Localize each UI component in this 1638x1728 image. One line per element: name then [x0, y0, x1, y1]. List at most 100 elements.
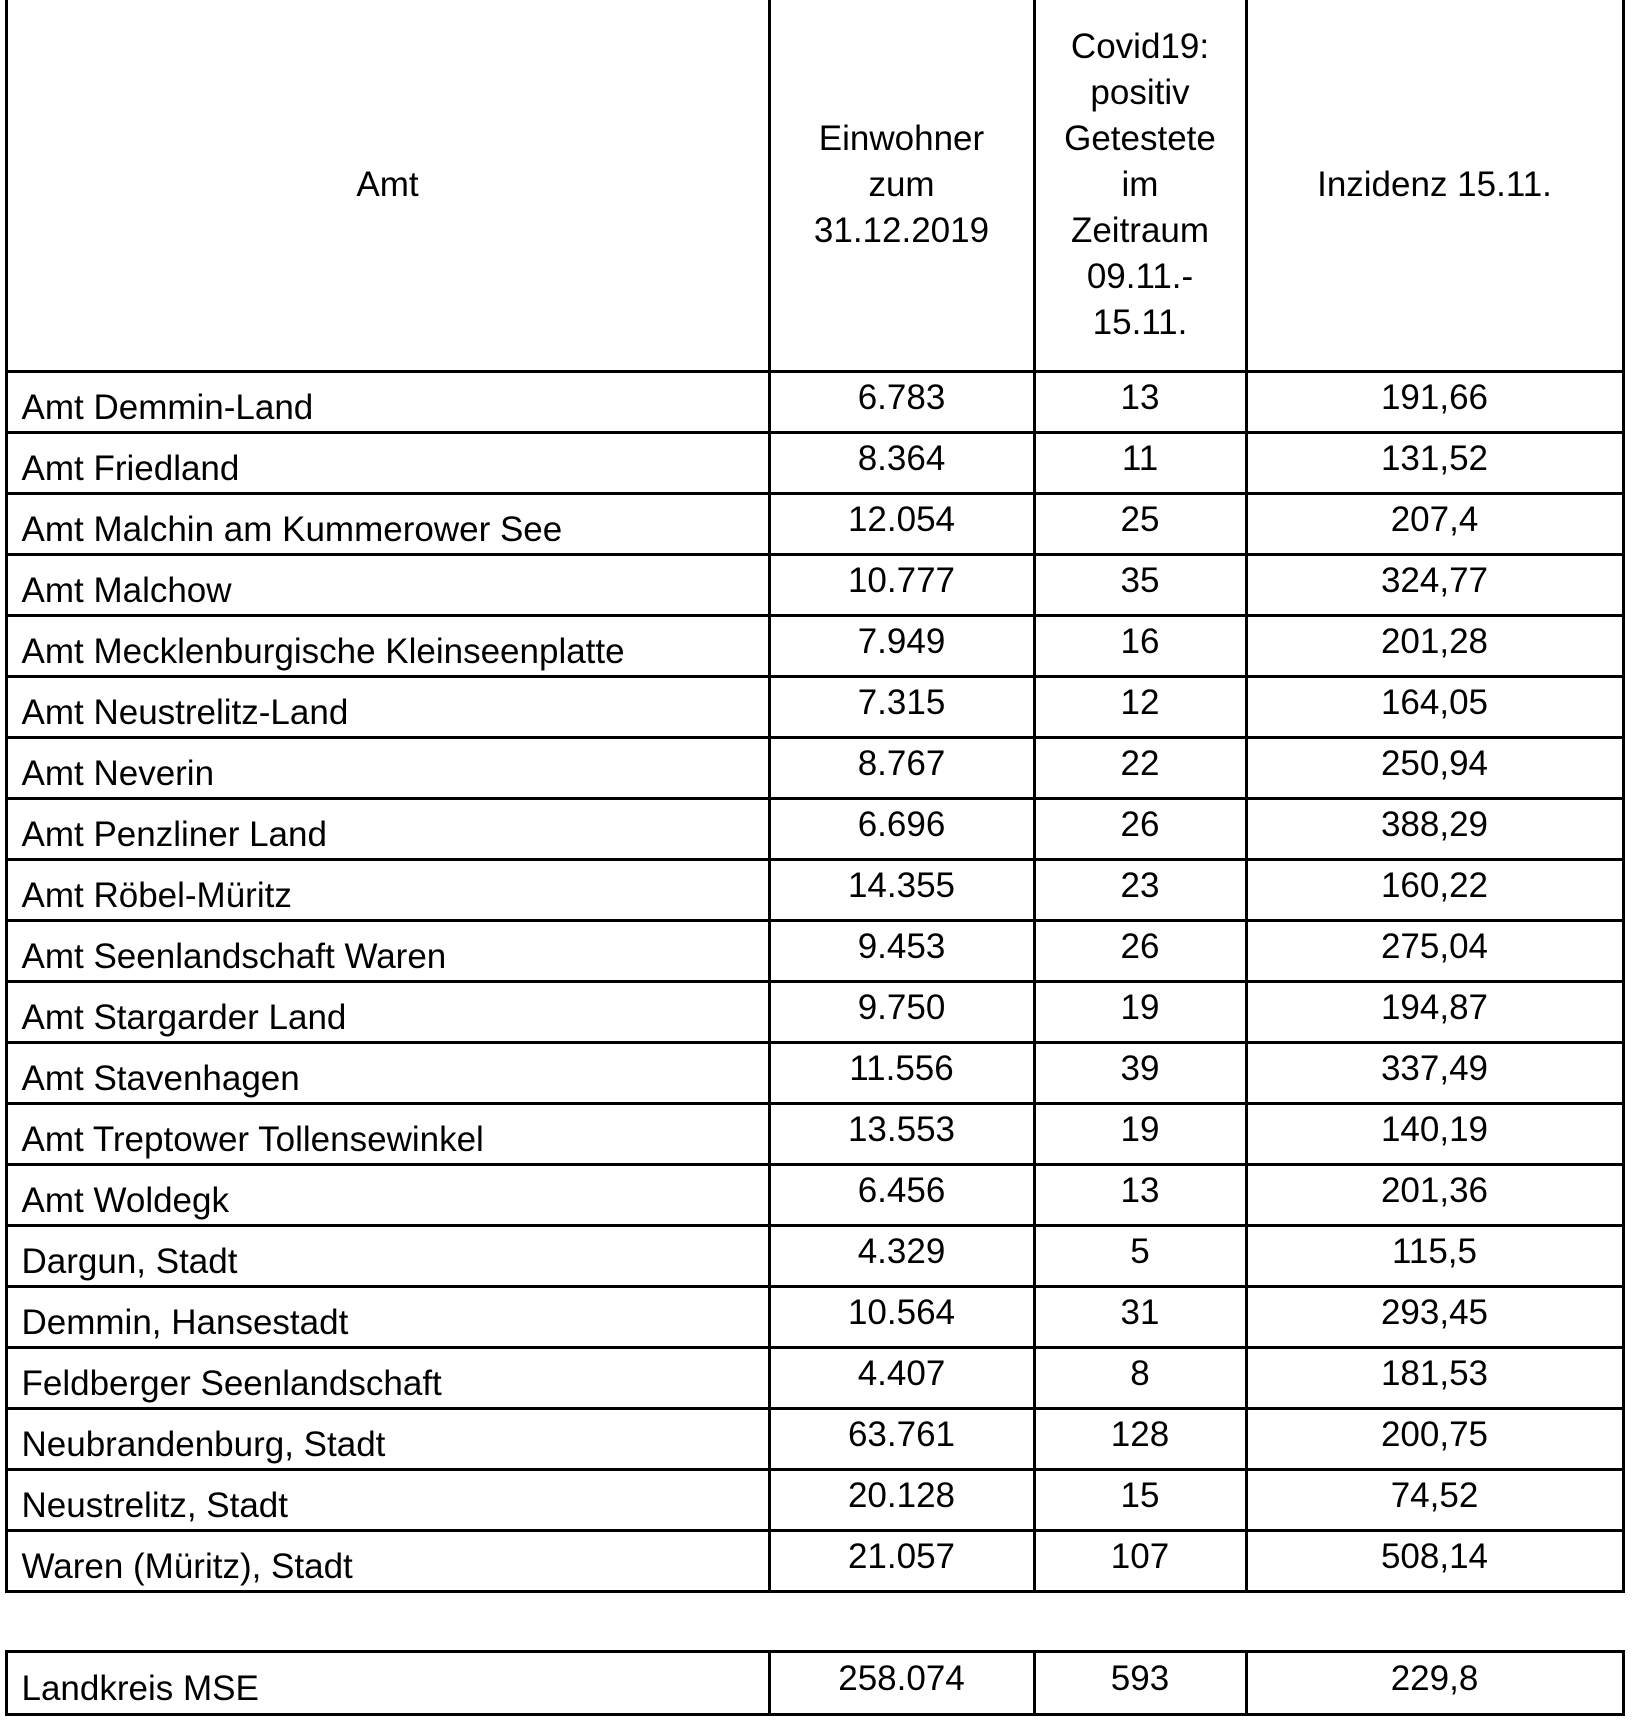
row-value: 388,29	[1244, 796, 1625, 861]
row-value: 23	[1032, 857, 1248, 922]
row-value: 131,52	[1244, 430, 1625, 495]
row-value: 26	[1032, 918, 1248, 983]
row-label: Amt Penzliner Land	[4, 796, 771, 861]
row-value: 14.355	[767, 857, 1036, 922]
row-value: 9.750	[767, 979, 1036, 1044]
row-value: 15	[1032, 1467, 1248, 1532]
row-value: 207,4	[1244, 491, 1625, 556]
row-label: Amt Röbel-Müritz	[4, 857, 771, 922]
row-value: 21.057	[767, 1528, 1036, 1593]
row-label: Amt Stavenhagen	[4, 1040, 771, 1105]
row-value: 8	[1032, 1345, 1248, 1410]
row-value: 10.564	[767, 1284, 1036, 1349]
row-value: 10.777	[767, 552, 1036, 617]
row-value: 12	[1032, 674, 1248, 739]
row-label: Amt Demmin-Land	[4, 369, 771, 434]
row-value: 25	[1032, 491, 1248, 556]
row-value: 4.329	[767, 1223, 1036, 1288]
row-value: 63.761	[767, 1406, 1036, 1471]
row-value: 5	[1032, 1223, 1248, 1288]
row-value: 6.456	[767, 1162, 1036, 1227]
row-value: 201,28	[1244, 613, 1625, 678]
header-cell: Inzidenz 15.11.	[1244, 0, 1625, 373]
row-label: Amt Seenlandschaft Waren	[4, 918, 771, 983]
row-value: 9.453	[767, 918, 1036, 983]
row-value: 6.696	[767, 796, 1036, 861]
row-value: 337,49	[1244, 1040, 1625, 1105]
row-value: 7.315	[767, 674, 1036, 739]
row-value: 16	[1032, 613, 1248, 678]
row-value: 140,19	[1244, 1101, 1625, 1166]
row-value: 20.128	[767, 1467, 1036, 1532]
row-value: 293,45	[1244, 1284, 1625, 1349]
row-value: 26	[1032, 796, 1248, 861]
row-label: Waren (Müritz), Stadt	[4, 1528, 771, 1593]
row-value: 160,22	[1244, 857, 1625, 922]
row-label: Amt Mecklenburgische Kleinseenplatte	[4, 613, 771, 678]
header-line: zum	[868, 164, 935, 204]
row-value: 200,75	[1244, 1406, 1625, 1471]
row-label: Amt Malchin am Kummerower See	[4, 491, 771, 556]
row-label: Dargun, Stadt	[4, 1223, 771, 1288]
row-value: 8.767	[767, 735, 1036, 800]
row-value: 12.054	[767, 491, 1036, 556]
row-value: 13	[1032, 1162, 1248, 1227]
row-label: Amt Neustrelitz-Land	[4, 674, 771, 739]
row-value: 19	[1032, 1101, 1248, 1166]
header-line: Amt	[356, 164, 419, 204]
row-value: 13	[1032, 369, 1248, 434]
row-value: 229,8	[1244, 1649, 1625, 1716]
row-value: 11.556	[767, 1040, 1036, 1105]
row-value: 593	[1032, 1649, 1248, 1716]
row-value: 258.074	[767, 1649, 1036, 1716]
header-line: Einwohner	[818, 118, 985, 158]
row-value: 324,77	[1244, 552, 1625, 617]
row-label: Neustrelitz, Stadt	[4, 1467, 771, 1532]
row-value: 8.364	[767, 430, 1036, 495]
header-cell: Einwohner zum 31.12.2019	[767, 0, 1036, 373]
row-value: 191,66	[1244, 369, 1625, 434]
row-value: 39	[1032, 1040, 1248, 1105]
header-cell: Covid19: positiv Getestete im Zeitraum 09.11.…	[1032, 0, 1248, 373]
header-line: positiv	[1090, 72, 1190, 112]
row-value: 275,04	[1244, 918, 1625, 983]
row-value: 19	[1032, 979, 1248, 1044]
row-label: Amt Woldegk	[4, 1162, 771, 1227]
row-value: 74,52	[1244, 1467, 1625, 1532]
header-line: 31.12.2019	[813, 210, 990, 250]
row-label: Amt Treptower Tollensewinkel	[4, 1101, 771, 1166]
header-line: im	[1121, 164, 1159, 204]
row-value: 250,94	[1244, 735, 1625, 800]
row-label: Amt Friedland	[4, 430, 771, 495]
row-value: 107	[1032, 1528, 1248, 1593]
row-label: Neubrandenburg, Stadt	[4, 1406, 771, 1471]
row-value: 128	[1032, 1406, 1248, 1471]
header-line: Covid19:	[1070, 26, 1210, 66]
row-value: 7.949	[767, 613, 1036, 678]
row-value: 13.553	[767, 1101, 1036, 1166]
row-value: 508,14	[1244, 1528, 1625, 1593]
row-label: Amt Stargarder Land	[4, 979, 771, 1044]
row-label: Feldberger Seenlandschaft	[4, 1345, 771, 1410]
row-value: 11	[1032, 430, 1248, 495]
row-value: 31	[1032, 1284, 1248, 1349]
header-line: Inzidenz 15.11.	[1317, 164, 1552, 204]
header-cell: Amt	[4, 0, 771, 373]
header-line: 09.11.-	[1086, 256, 1194, 296]
row-value: 6.783	[767, 369, 1036, 434]
row-value: 35	[1032, 552, 1248, 617]
row-label: Demmin, Hansestadt	[4, 1284, 771, 1349]
header-line: 15.11.	[1092, 302, 1188, 342]
row-label: Landkreis MSE	[4, 1649, 771, 1716]
row-value: 201,36	[1244, 1162, 1625, 1227]
row-label: Amt Malchow	[4, 552, 771, 617]
row-value: 181,53	[1244, 1345, 1625, 1410]
row-value: 4.407	[767, 1345, 1036, 1410]
header-line: Getestete	[1064, 118, 1216, 158]
row-label: Amt Neverin	[4, 735, 771, 800]
row-value: 194,87	[1244, 979, 1625, 1044]
row-value: 22	[1032, 735, 1248, 800]
row-value: 115,5	[1244, 1223, 1625, 1288]
header-line: Zeitraum	[1070, 210, 1210, 250]
